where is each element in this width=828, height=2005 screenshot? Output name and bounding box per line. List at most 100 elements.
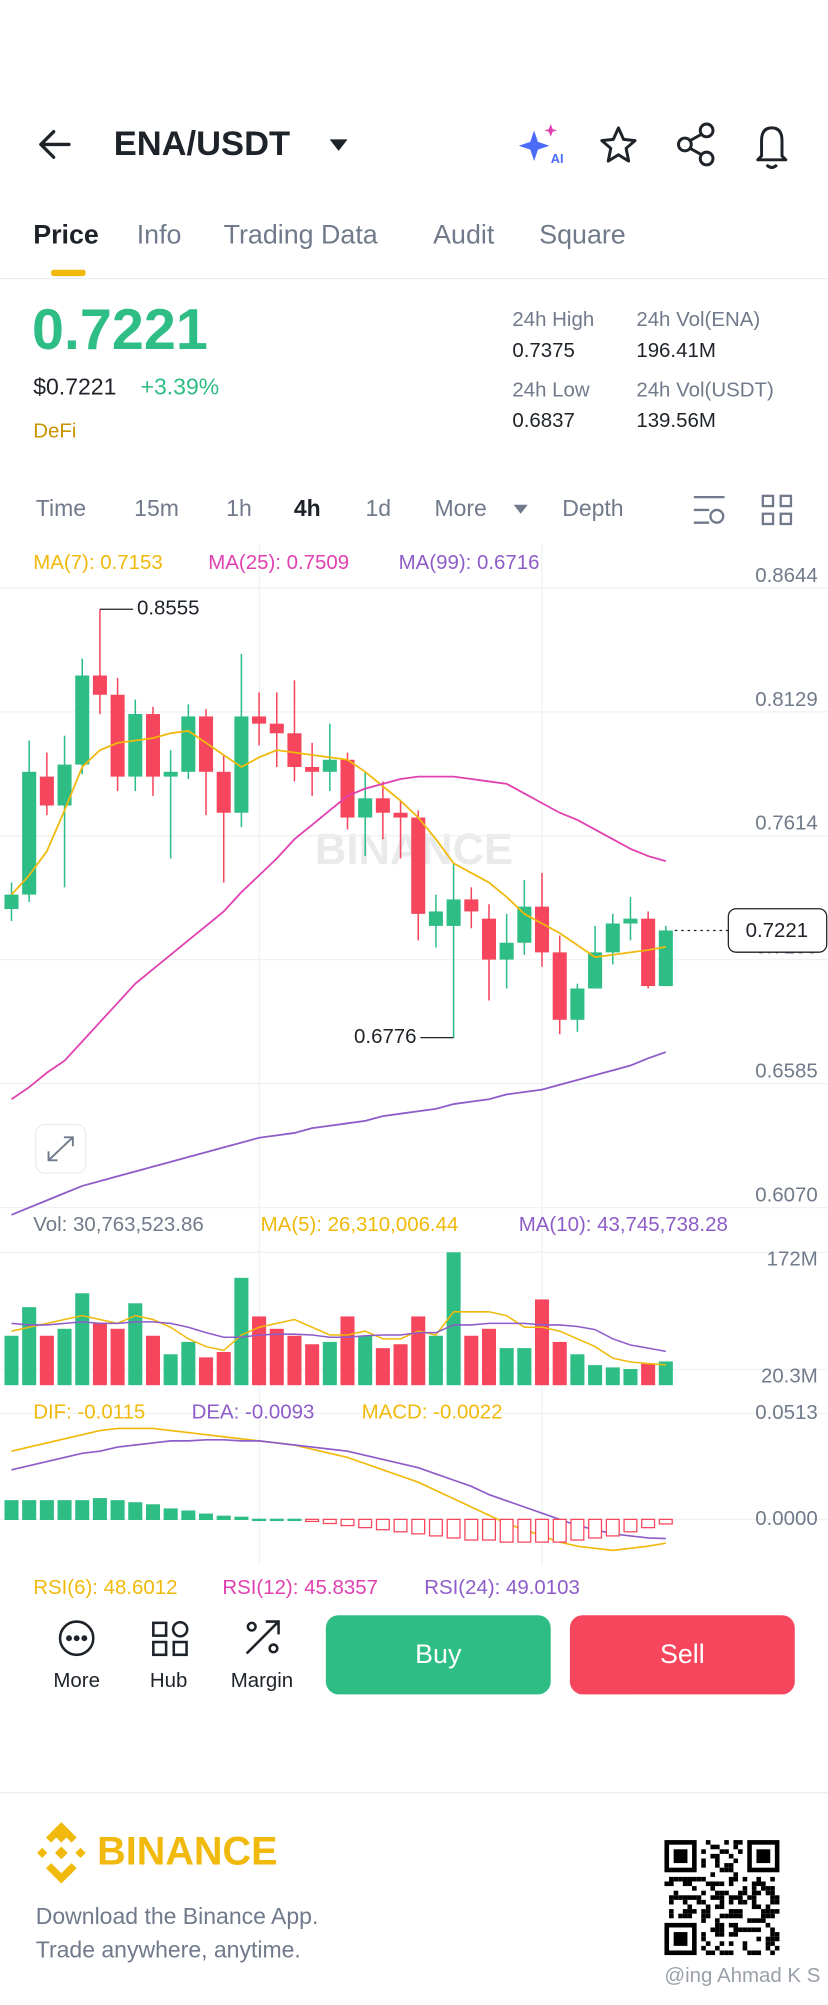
- legend-entry: MA(99): 0.6716: [399, 551, 540, 574]
- qr-module: [724, 1890, 729, 1896]
- action-label[interactable]: Hub: [150, 1669, 188, 1692]
- y-tick-label: 0.8644: [755, 564, 818, 587]
- qr-module: [724, 1867, 729, 1873]
- candle-body: [658, 930, 673, 987]
- sector-tag[interactable]: DeFi: [33, 419, 76, 442]
- qr-module: [774, 1945, 780, 1951]
- tab[interactable]: Square: [539, 220, 626, 250]
- brand-name: BINANCE: [97, 1830, 277, 1874]
- interval[interactable]: 1h: [226, 495, 252, 521]
- expand-button[interactable]: [35, 1123, 87, 1174]
- volume-bar: [39, 1335, 54, 1386]
- qr-module: [719, 1922, 725, 1928]
- more-icon[interactable]: [58, 1620, 95, 1657]
- tab[interactable]: Price: [33, 220, 99, 250]
- favorite-button[interactable]: [600, 126, 637, 163]
- indicator-settings[interactable]: [693, 495, 725, 524]
- qr-module: [687, 1876, 693, 1882]
- qr-module: [728, 1867, 734, 1873]
- qr-module: [701, 1945, 706, 1951]
- qr-module: [738, 1890, 743, 1896]
- interval[interactable]: Time: [36, 495, 86, 521]
- qr-module: [678, 1895, 683, 1900]
- qr-module: [701, 1913, 706, 1919]
- macd-bar: [446, 1518, 461, 1539]
- svg-text:AI: AI: [551, 151, 564, 166]
- interval-dropdown[interactable]: [513, 504, 528, 514]
- notification-button[interactable]: [756, 126, 788, 169]
- volume-bar: [411, 1316, 426, 1386]
- volume-bar: [305, 1344, 320, 1386]
- macd-bar: [322, 1518, 337, 1525]
- interval[interactable]: 1d: [365, 495, 391, 521]
- qr-module: [742, 1890, 748, 1896]
- qr-module: [765, 1909, 771, 1914]
- candle-body: [145, 714, 161, 777]
- share-button[interactable]: [677, 122, 715, 167]
- buy-label[interactable]: Buy: [415, 1639, 462, 1669]
- margin-icon[interactable]: [245, 1620, 280, 1655]
- macd-bar: [658, 1518, 673, 1525]
- candle-body: [57, 764, 72, 806]
- qr-module: [751, 1904, 757, 1910]
- stat-value: 139.56M: [636, 409, 716, 432]
- candle-body: [641, 918, 656, 987]
- qr-module: [747, 1950, 752, 1956]
- interval[interactable]: Depth: [562, 495, 623, 521]
- y-tick-label: 0.6585: [755, 1059, 818, 1082]
- macd-bar: [252, 1518, 267, 1522]
- pair-title[interactable]: ENA/USDT: [114, 125, 290, 163]
- interval[interactable]: More: [434, 495, 486, 521]
- qr-module: [715, 1881, 720, 1887]
- back-button[interactable]: [39, 130, 71, 159]
- qr-module: [774, 1909, 780, 1914]
- action-label[interactable]: Margin: [231, 1669, 293, 1692]
- qr-module: [664, 1881, 670, 1887]
- sell-button[interactable]: [569, 1615, 795, 1695]
- volume-bar: [216, 1351, 231, 1386]
- qr-module: [756, 1927, 762, 1933]
- qr-module: [738, 1895, 743, 1900]
- qr-module: [733, 1858, 739, 1864]
- qr-module: [738, 1899, 743, 1905]
- last-price-label: 0.7221: [746, 919, 809, 942]
- legend-entry: RSI(24): 49.0103: [424, 1576, 580, 1599]
- tab[interactable]: Trading Data: [224, 220, 378, 250]
- interval[interactable]: 4h: [294, 495, 321, 521]
- qr-module: [770, 1913, 775, 1919]
- action-label[interactable]: More: [53, 1669, 100, 1692]
- qr-module: [715, 1932, 720, 1937]
- qr-module: [715, 1895, 720, 1900]
- legend-entry: MA(25): 0.7509: [208, 551, 349, 574]
- qr-module: [756, 1904, 762, 1910]
- qr-module: [682, 1913, 688, 1919]
- tab[interactable]: Info: [137, 220, 182, 250]
- qr-module: [761, 1886, 766, 1891]
- tab[interactable]: Audit: [433, 220, 495, 250]
- qr-module: [770, 1890, 775, 1896]
- y-tick-label: 20.3M: [761, 1365, 818, 1388]
- qr-module: [756, 1890, 762, 1896]
- qr-module: [692, 1909, 697, 1914]
- legend-entry: MACD: -0.0022: [362, 1401, 503, 1424]
- sell-label[interactable]: Sell: [660, 1639, 705, 1669]
- qr-module: [705, 1840, 711, 1845]
- volume-bar: [588, 1365, 603, 1386]
- candle-body: [39, 776, 54, 806]
- macd-bar: [287, 1518, 302, 1522]
- qr-module: [742, 1941, 748, 1946]
- buy-button[interactable]: [325, 1615, 551, 1695]
- qr-module: [719, 1927, 725, 1933]
- indicator-line: [10, 729, 666, 959]
- qr-module: [701, 1876, 706, 1882]
- hub-icon[interactable]: [152, 1620, 189, 1657]
- interval[interactable]: 15m: [134, 495, 179, 521]
- layout-button[interactable]: [761, 494, 793, 526]
- qr-code: [664, 1840, 780, 1956]
- pair-dropdown[interactable]: [329, 139, 348, 151]
- qr-module: [770, 1899, 775, 1905]
- ai-button[interactable]: AI: [518, 124, 564, 166]
- candle-body: [287, 733, 302, 767]
- qr-module: [710, 1950, 716, 1956]
- candle-body: [92, 675, 107, 695]
